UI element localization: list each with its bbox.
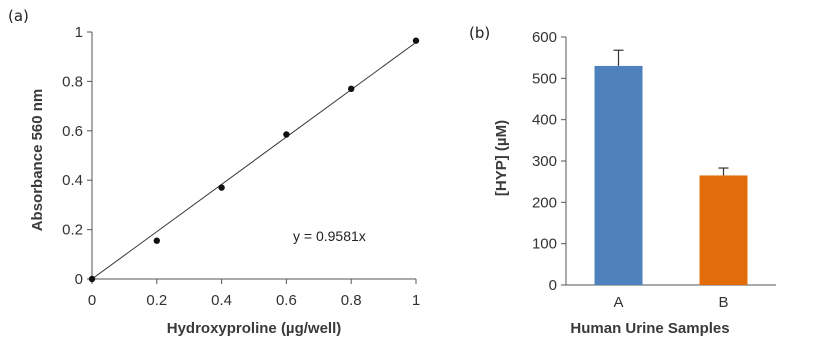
panel-b-x-tick-label: B [718, 294, 728, 311]
panel-b-y-axis-title: [HYP] (µM) [493, 120, 510, 196]
panel-b-y-tick-label: 600 [532, 29, 557, 46]
panel-b-y-tick-label: 300 [532, 153, 557, 170]
panel-a-x-ticks: 0 0.2 0.4 0.6 0.8 1 [88, 279, 420, 309]
panel-a-data-point [153, 237, 160, 244]
panel-a-scatter-chart: (a) 0 0.2 0.4 0.6 0.8 1 0 0.2 0.4 0.6 0.8 1 y = 0.… [8, 7, 420, 337]
panel-a-y-tick-label: 0.6 [62, 123, 83, 140]
panel-a-data-points [88, 37, 420, 283]
panel-a-x-tick-label: 1 [412, 292, 420, 309]
panel-b-y-tick-label: 500 [532, 70, 557, 87]
panel-b-y-ticks: 0 100 200 300 400 500 600 [532, 29, 566, 294]
panel-a-y-tick-label: 0.4 [62, 172, 83, 189]
panel-a-x-tick-label: 0.8 [341, 292, 362, 309]
panel-a-x-tick-label: 0 [88, 292, 96, 309]
panel-a-y-ticks: 0 0.2 0.4 0.6 0.8 1 [62, 24, 92, 288]
panel-b-y-tick-label: 400 [532, 112, 557, 129]
panel-b-bar-b [699, 175, 748, 285]
panel-a-x-tick-label: 0.6 [276, 292, 297, 309]
panel-a-y-tick-label: 1 [75, 24, 83, 41]
panel-a-y-axis-title: Absorbance 560 nm [29, 89, 46, 232]
panel-b-x-axis-title: Human Urine Samples [570, 320, 729, 337]
panel-a-y-tick-label: 0 [75, 271, 83, 288]
panel-a-y-tick-label: 0.8 [62, 73, 83, 90]
panel-a-trendline [91, 41, 417, 280]
panel-a-x-axis-title: Hydroxyproline (µg/well) [167, 320, 342, 337]
panel-b-y-tick-label: 0 [549, 277, 557, 294]
panel-a-data-point [348, 85, 355, 93]
panel-a-x-tick-label: 0.2 [146, 292, 167, 309]
panel-a-x-tick-label: 0.4 [211, 292, 232, 309]
panel-a-data-point [88, 275, 96, 283]
panel-b-label: (b) [469, 24, 490, 42]
panel-a-label: (a) [8, 7, 29, 25]
panel-b-y-tick-label: 200 [532, 194, 557, 211]
panel-a-y-tick-label: 0.2 [62, 222, 83, 239]
panel-a-data-point [412, 37, 420, 44]
panel-b-y-tick-label: 100 [532, 236, 557, 253]
panel-b-bars [594, 49, 748, 285]
panel-a-data-point [283, 131, 290, 138]
panel-a-data-point [218, 184, 225, 191]
panel-b-bar-a [594, 65, 643, 285]
panel-a-equation: y = 0.9581x [293, 228, 366, 244]
panel-b-x-tick-label: A [613, 294, 623, 311]
